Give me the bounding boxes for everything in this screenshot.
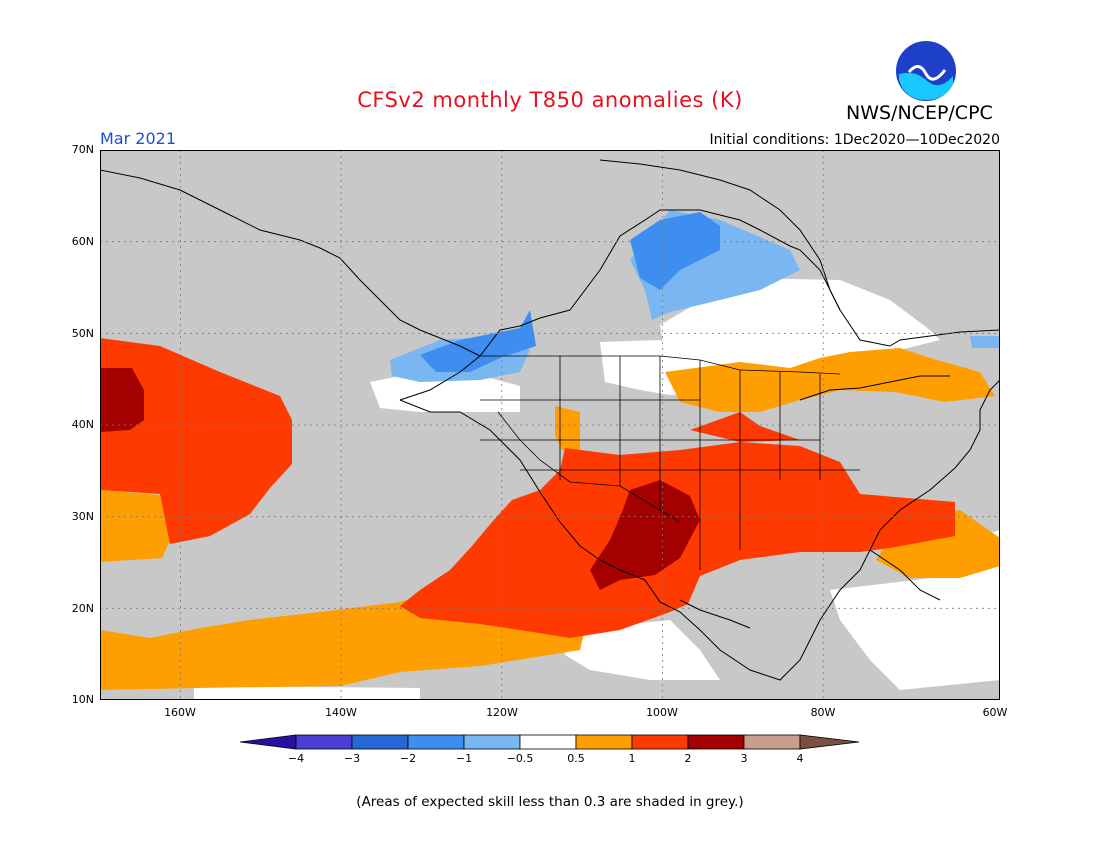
colorbar-label: −0.5 <box>506 752 534 765</box>
colorbar-label: 0.5 <box>567 752 585 765</box>
chart-title: CFSv2 monthly T850 anomalies (K) <box>357 88 743 112</box>
lat-label-40n: 40N <box>71 418 94 431</box>
colorbar-label: 1 <box>628 752 636 765</box>
lat-label-30n: 30N <box>71 510 94 523</box>
below-normal-regions <box>420 212 720 372</box>
colorbar-label: −3 <box>343 752 361 765</box>
lat-label-20n: 20N <box>71 602 94 615</box>
graticule <box>100 150 1000 700</box>
colorbar-bin <box>463 734 521 750</box>
skill-footnote: (Areas of expected skill less than 0.3 a… <box>356 794 744 810</box>
colorbar-bin <box>743 734 801 750</box>
lon-label-100w: 100W <box>646 706 678 719</box>
borders <box>480 355 860 570</box>
coastlines <box>100 159 1000 681</box>
anomaly-map <box>100 150 1000 700</box>
colorbar-label: 3 <box>740 752 748 765</box>
forecast-period: Mar 2021 <box>100 129 176 148</box>
lat-label-50n: 50N <box>71 327 94 340</box>
colorbar-label: 4 <box>796 752 804 765</box>
lon-label-140w: 140W <box>325 706 357 719</box>
colorbar-label: −1 <box>455 752 473 765</box>
colorbar <box>240 734 860 750</box>
colorbar-bin <box>687 734 745 750</box>
colorbar-label: 2 <box>684 752 692 765</box>
lon-label-60w: 60W <box>982 706 1008 719</box>
colorbar-bin <box>295 734 353 750</box>
colorbar-label: −4 <box>287 752 305 765</box>
colorbar-bin <box>631 734 689 750</box>
lat-label-70n: 70N <box>71 143 94 156</box>
org-label: NWS/NCEP/CPC <box>846 102 993 124</box>
colorbar-bin <box>351 734 409 750</box>
noaa-logo <box>896 41 956 101</box>
colorbar-bin <box>519 734 577 750</box>
lon-label-120w: 120W <box>486 706 518 719</box>
colorbar-bin <box>407 734 465 750</box>
lon-label-160w: 160W <box>164 706 196 719</box>
lat-label-10n: 10N <box>71 693 94 706</box>
colorbar-over-arrow <box>799 734 860 750</box>
initial-conditions: Initial conditions: 1Dec2020—10Dec2020 <box>709 132 1000 148</box>
above-normal-strong-regions <box>100 368 700 590</box>
lon-label-80w: 80W <box>810 706 836 719</box>
lat-label-60n: 60N <box>71 235 94 248</box>
colorbar-bin <box>575 734 633 750</box>
colorbar-label: −2 <box>399 752 417 765</box>
colorbar-under-arrow <box>240 734 297 750</box>
